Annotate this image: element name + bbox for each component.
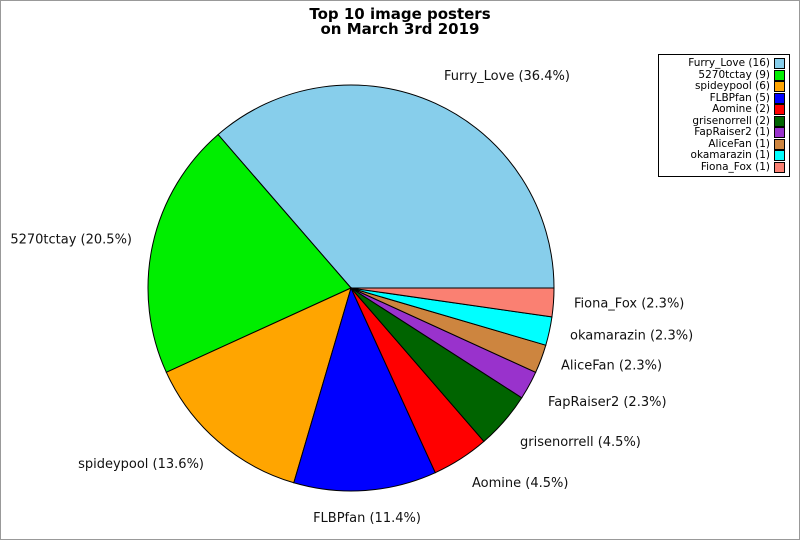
legend-item-FapRaiser2: FapRaiser2 (1) [662, 127, 785, 139]
legend-item-FLBPfan: FLBPfan (5) [662, 91, 785, 105]
pie-slice-5270tctay [147, 133, 352, 373]
legend-label: FLBPfan (5) [709, 91, 770, 104]
chart-title-line2: on March 3rd 2019 [320, 20, 480, 38]
slice-label-5270tctay: 5270tctay (20.5%) [10, 232, 132, 248]
pie-slice-spideypool [165, 287, 352, 484]
slice-label-FLBPfan: FLBPfan (11.4%) [313, 511, 421, 526]
slice-label-okamarazin: okamarazin (2.3%) [570, 328, 694, 344]
legend-item-5270tctay: 5270tctay (9) [662, 68, 785, 82]
legend-label: Aomine (2) [712, 103, 770, 116]
legend-swatch-icon [774, 81, 785, 93]
legend-swatch-icon [774, 127, 785, 139]
legend-label: spideypool (6) [694, 80, 770, 93]
slice-label-Furry_Love: Furry_Love (36.4%) [444, 69, 570, 84]
legend-swatch-icon [774, 69, 785, 81]
legend-swatch-icon [774, 115, 785, 127]
legend-swatch-icon [774, 58, 785, 70]
chart-title: Top 10 image posters on March 3rd 2019 [1, 7, 799, 37]
legend-item-Furry_Love: Furry_Love (16) [662, 58, 785, 70]
legend-label: okamarazin (1) [690, 149, 770, 162]
legend-label: Furry_Love (16) [688, 57, 770, 70]
legend-label: Fiona_Fox (1) [700, 160, 770, 173]
legend-item-Aomine: Aomine (2) [662, 104, 785, 116]
legend-swatch-icon [774, 138, 785, 150]
legend-swatch-icon [774, 150, 785, 162]
slice-label-Fiona_Fox: Fiona_Fox (2.3%) [574, 296, 685, 312]
slice-label-AliceFan: AliceFan (2.3%) [561, 358, 663, 374]
legend-item-Fiona_Fox: Fiona_Fox (1) [662, 160, 785, 174]
legend-label: FapRaiser2 (1) [694, 126, 770, 139]
slice-label-Aomine: Aomine (4.5%) [472, 476, 569, 491]
chart-title-line1: Top 10 image posters [309, 5, 491, 23]
legend-label: 5270tctay (9) [698, 68, 770, 81]
slice-label-grisenorrell: grisenorrell (4.5%) [520, 435, 641, 450]
legend-swatch-icon [774, 161, 785, 173]
legend-item-okamarazin: okamarazin (1) [662, 150, 785, 162]
pie-slice-Furry_Love [217, 84, 555, 289]
legend-swatch-icon [774, 104, 785, 116]
legend-item-grisenorrell: grisenorrell (2) [662, 114, 785, 128]
slice-label-FapRaiser2: FapRaiser2 (2.3%) [548, 395, 667, 410]
pie-slice-Fiona_Fox [350, 287, 555, 318]
legend: Furry_Love (16) 5270tctay (9) spideypool (… [658, 54, 790, 177]
legend-label: grisenorrell (2) [692, 114, 770, 127]
legend-item-AliceFan: AliceFan (1) [662, 137, 785, 151]
legend-label: AliceFan (1) [708, 137, 770, 150]
legend-swatch-icon [774, 92, 785, 104]
slice-label-spideypool: spideypool (13.6%) [78, 457, 204, 472]
pie-slice-FLBPfan [293, 286, 436, 492]
legend-item-spideypool: spideypool (6) [662, 81, 785, 93]
